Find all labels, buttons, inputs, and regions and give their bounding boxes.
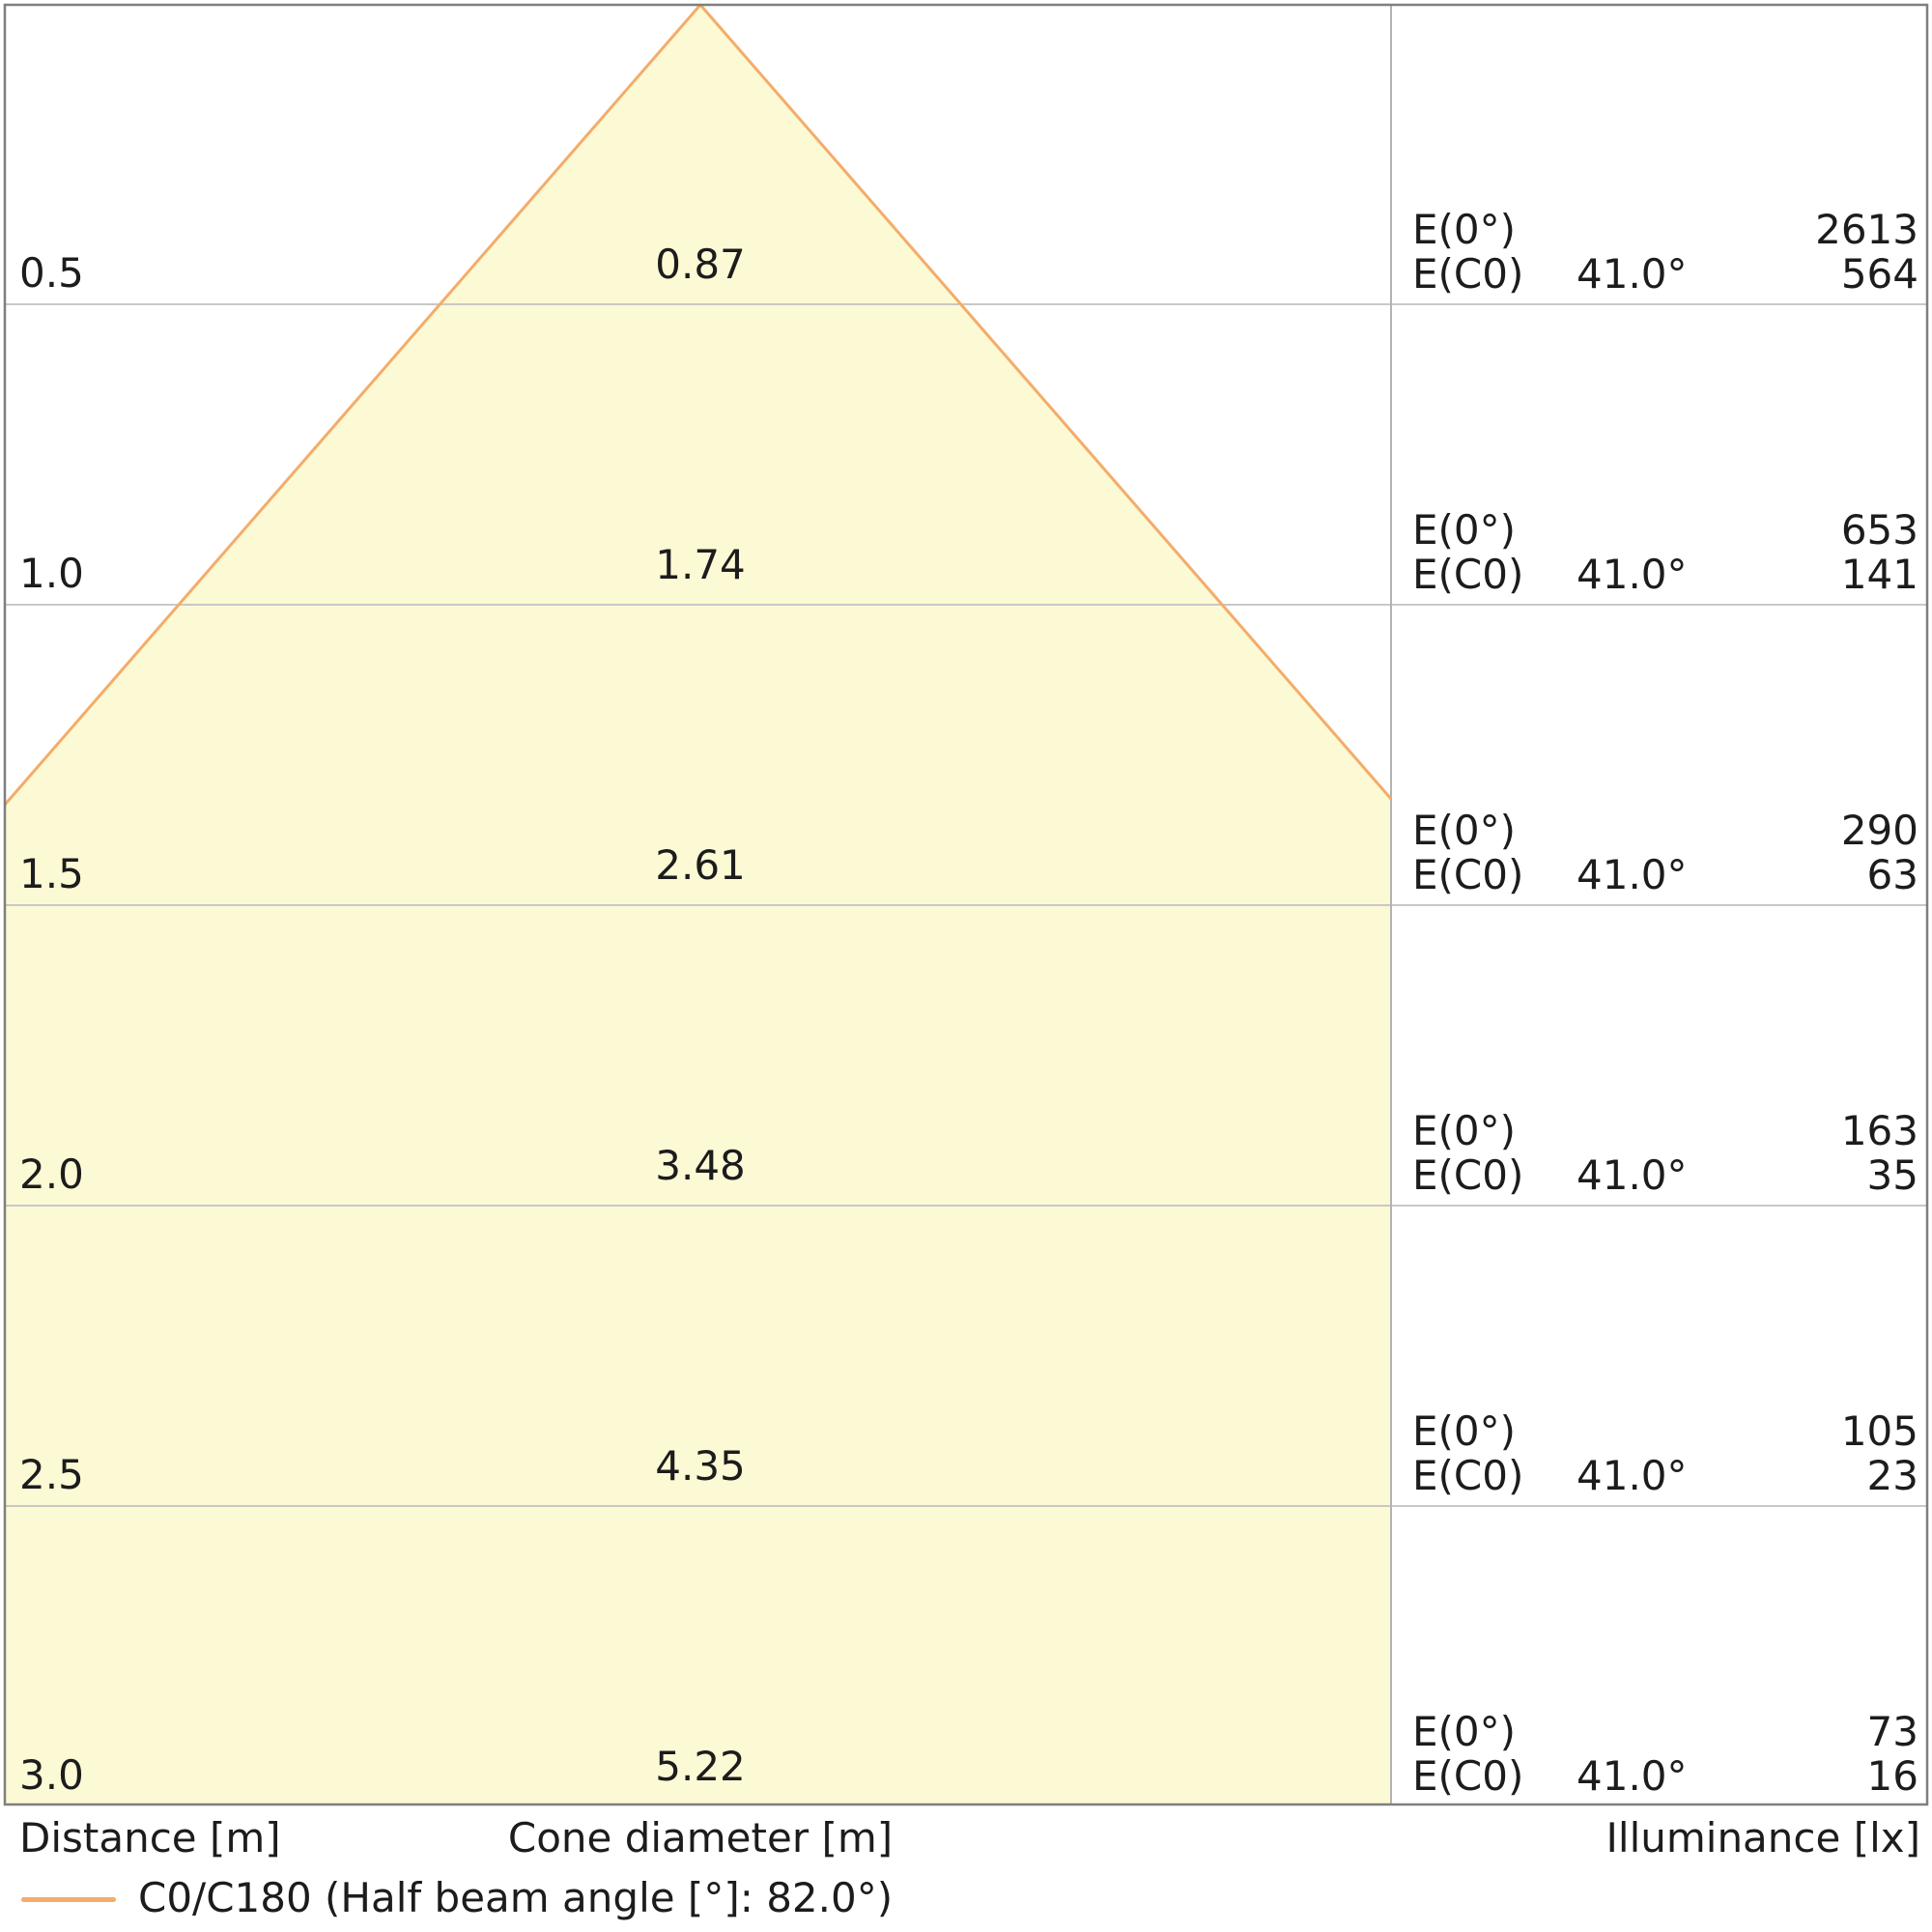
ec0-label: E(C0)	[1412, 1151, 1524, 1199]
chart-frame	[3, 3, 1929, 1806]
beam-angle-value: 41.0°	[1577, 1452, 1688, 1499]
beam-angle-value: 41.0°	[1577, 551, 1688, 598]
illuminance-row: E(0°) 2613 E(C0) 41.0° 564	[1412, 208, 1918, 297]
ec0-label: E(C0)	[1412, 1752, 1524, 1800]
distance-label: 2.0	[19, 1151, 84, 1198]
cone-diameter-axis-label: Cone diameter [m]	[507, 1814, 894, 1861]
ec0-value: 23	[1866, 1452, 1918, 1499]
ec0-label: E(C0)	[1412, 551, 1524, 598]
beam-angle-value: 41.0°	[1577, 1752, 1688, 1800]
e0-value: 2613	[1815, 206, 1918, 253]
ec0-label: E(C0)	[1412, 851, 1524, 898]
beam-edge-left	[3, 4, 702, 806]
e0-label: E(0°)	[1412, 206, 1517, 253]
illuminance-row: E(0°) 163 E(C0) 41.0° 35	[1412, 1109, 1918, 1198]
e0-value: 653	[1840, 506, 1918, 554]
distance-label: 3.0	[19, 1751, 84, 1799]
e0-label: E(0°)	[1412, 807, 1517, 854]
cone-diameter-label: 4.35	[655, 1442, 746, 1490]
cone-diameter-label: 5.22	[655, 1743, 746, 1790]
e0-label: E(0°)	[1412, 1407, 1517, 1455]
e0-value: 163	[1840, 1107, 1918, 1154]
e0-label: E(0°)	[1412, 506, 1517, 554]
beam-angle-value: 41.0°	[1577, 1151, 1688, 1199]
cone-diameter-label: 0.87	[655, 241, 746, 288]
cone-diameter-label: 1.74	[655, 541, 746, 588]
e0-value: 290	[1840, 807, 1918, 854]
beam-angle-value: 41.0°	[1577, 250, 1688, 298]
ec0-label: E(C0)	[1412, 1452, 1524, 1499]
e0-value: 105	[1840, 1407, 1918, 1455]
e0-label: E(0°)	[1412, 1708, 1517, 1755]
legend-label: C0/C180 (Half beam angle [°]: 82.0°)	[138, 1874, 894, 1921]
illuminance-row: E(0°) 73 E(C0) 41.0° 16	[1412, 1710, 1918, 1799]
cone-diameter-label: 2.61	[655, 841, 746, 889]
distance-label: 2.5	[19, 1451, 84, 1498]
illuminance-row: E(0°) 290 E(C0) 41.0° 63	[1412, 809, 1918, 897]
ec0-value: 564	[1840, 250, 1918, 298]
ec0-value: 35	[1866, 1151, 1918, 1199]
distance-label: 1.5	[19, 850, 84, 897]
beam-edge-right	[698, 4, 1393, 800]
beam-angle-value: 41.0°	[1577, 851, 1688, 898]
distance-label: 1.0	[19, 550, 84, 597]
distance-label: 0.5	[19, 249, 84, 297]
legend-line-swatch	[21, 1897, 116, 1902]
cone-diameter-label: 3.48	[655, 1142, 746, 1189]
e0-value: 73	[1866, 1708, 1918, 1755]
e0-label: E(0°)	[1412, 1107, 1517, 1154]
illuminance-row: E(0°) 653 E(C0) 41.0° 141	[1412, 508, 1918, 597]
ec0-value: 16	[1866, 1752, 1918, 1800]
ec0-value: 141	[1840, 551, 1918, 598]
ec0-label: E(C0)	[1412, 250, 1524, 298]
ec0-value: 63	[1866, 851, 1918, 898]
illuminance-axis-label: Illuminance [lx]	[1605, 1814, 1920, 1861]
illuminance-row: E(0°) 105 E(C0) 41.0° 23	[1412, 1409, 1918, 1498]
distance-axis-label: Distance [m]	[19, 1814, 281, 1861]
